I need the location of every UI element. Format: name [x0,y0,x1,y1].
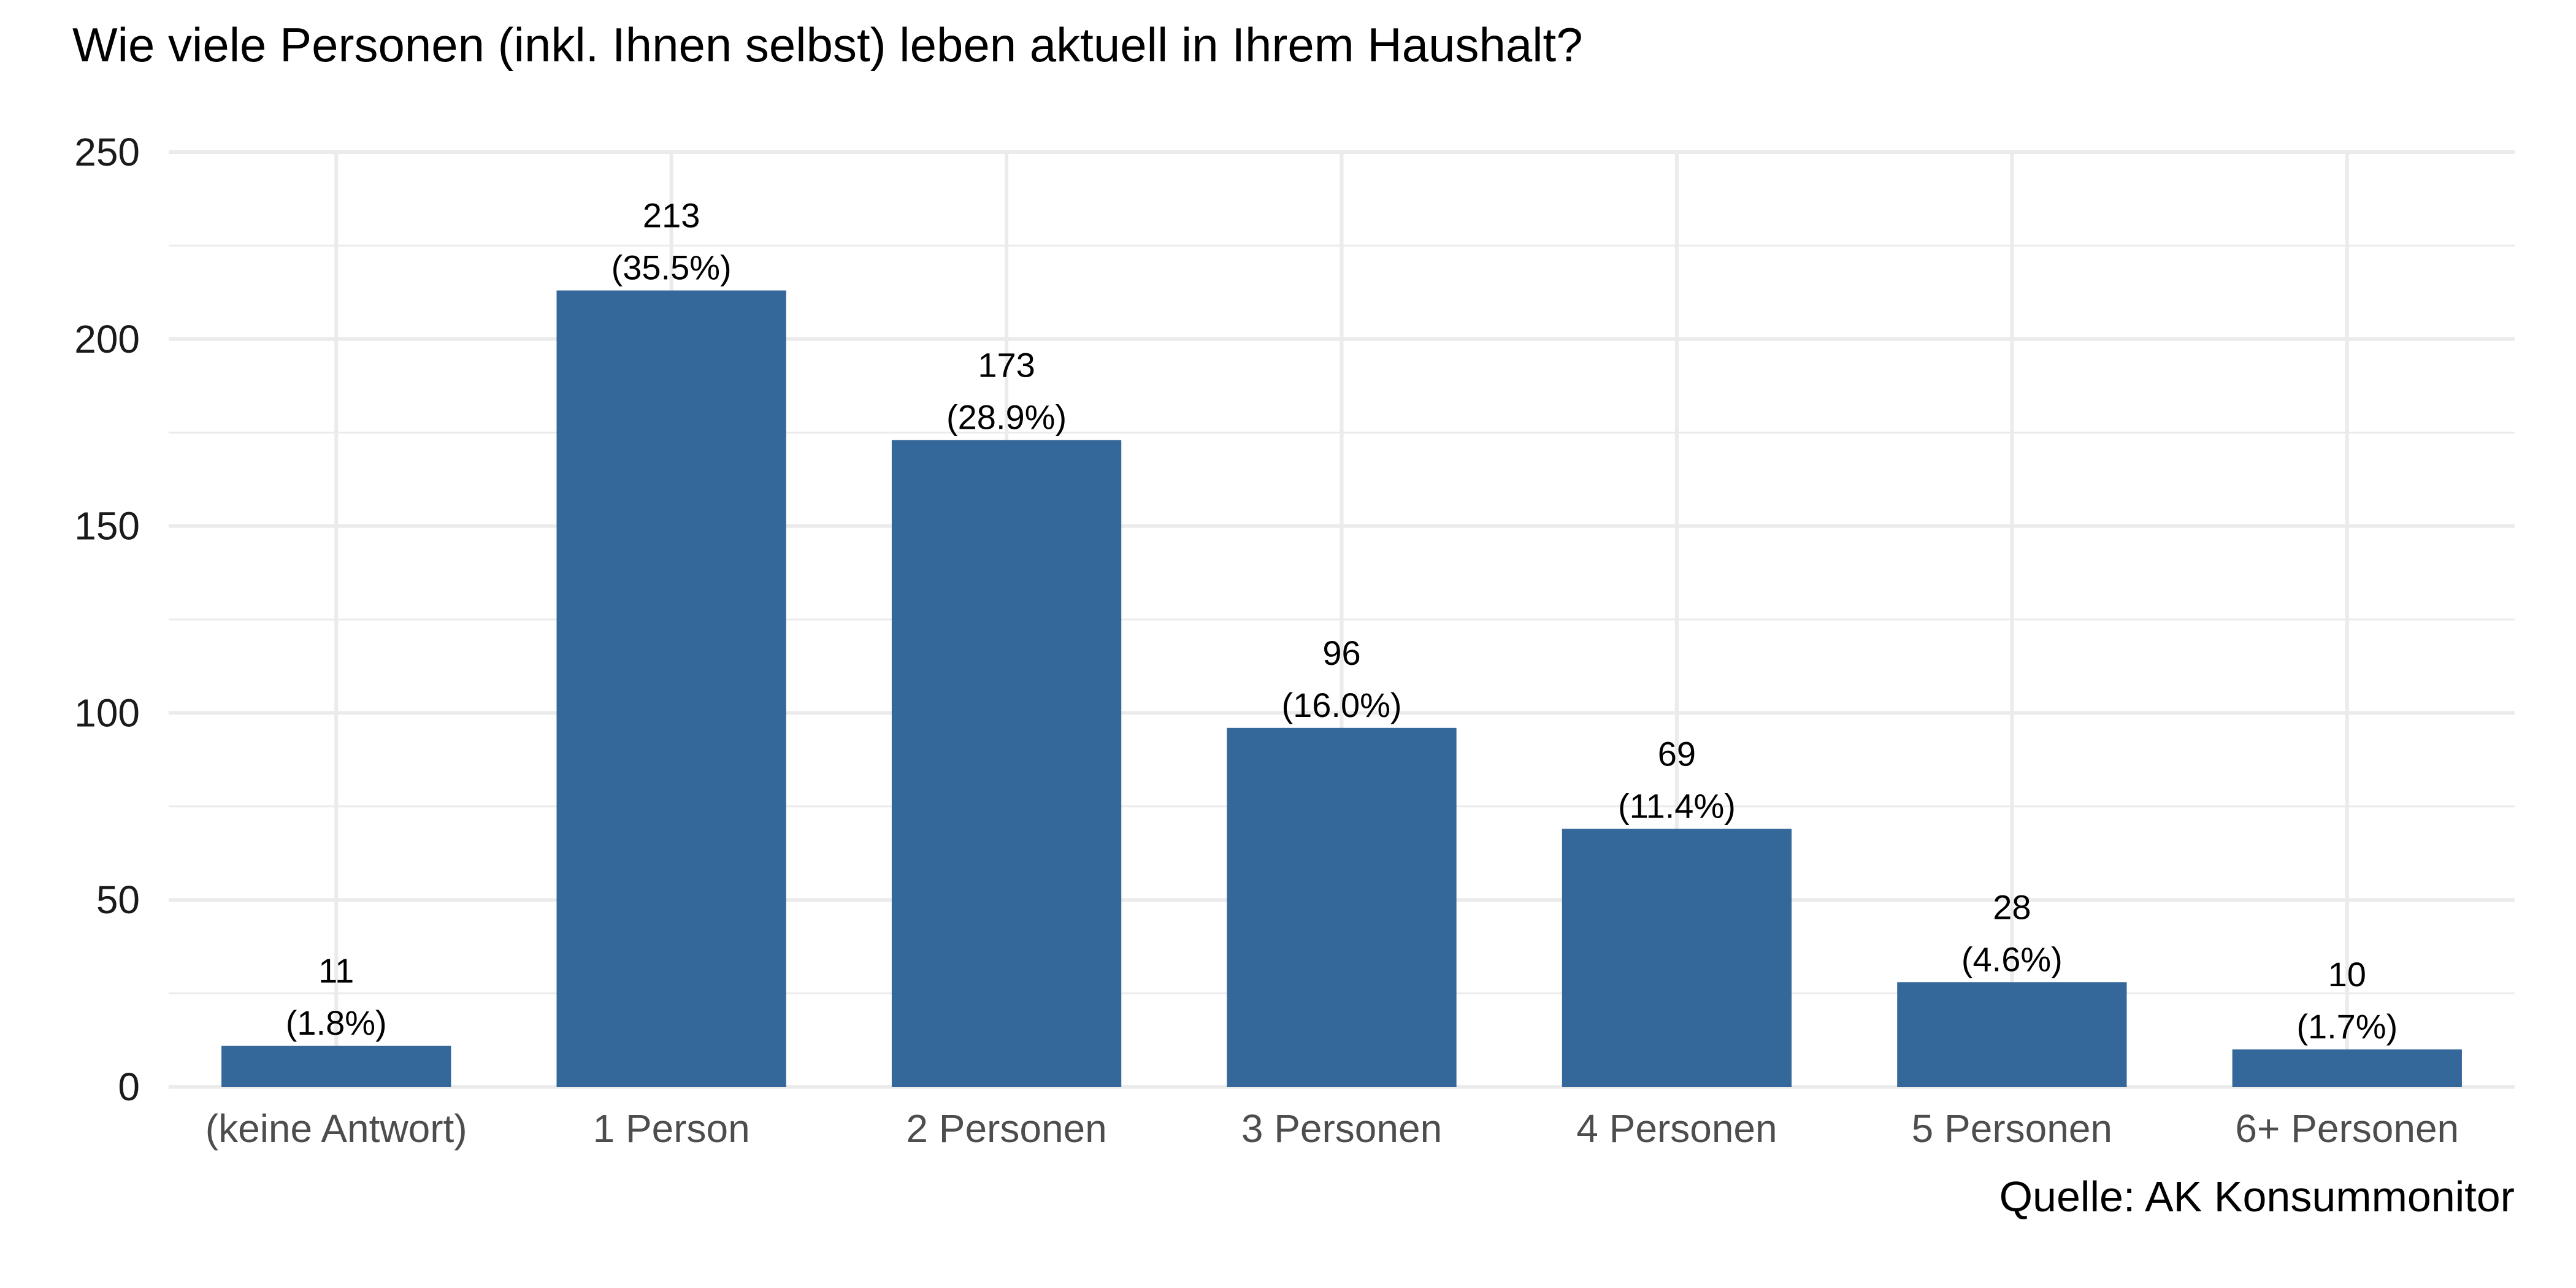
bar-value-label: 69 [1658,734,1696,773]
x-tick-label: (keine Antwort) [205,1106,467,1151]
x-tick-label: 6+ Personen [2235,1106,2459,1151]
y-tick-label: 0 [118,1065,140,1109]
bars [221,290,2462,1087]
x-tick-label: 1 Person [593,1106,750,1151]
x-tick-label: 5 Personen [1912,1106,2112,1151]
bar [891,440,1122,1087]
bar-percent-label: (16.0%) [1281,686,1401,724]
bar-value-label: 213 [643,196,700,235]
bar-percent-label: (1.8%) [286,1003,387,1042]
bar-value-label: 96 [1322,634,1360,672]
x-tick-label: 4 Personen [1576,1106,1777,1151]
bar [556,290,786,1087]
y-axis: 0 50 100 150 200 250 [74,130,140,1109]
bar [2232,1049,2462,1087]
bar [221,1045,451,1087]
y-tick-label: 250 [74,130,140,174]
y-tick-label: 100 [74,691,140,735]
chart-title: Wie viele Personen (inkl. Ihnen selbst) … [72,18,1583,72]
y-tick-label: 200 [74,317,140,361]
chart-caption: Quelle: AK Konsummonitor [1999,1173,2515,1221]
bar [1897,982,2127,1087]
bar-value-label: 28 [1993,887,2031,926]
bar [1227,727,1457,1087]
bar [1562,829,1792,1087]
bar-percent-label: (35.5%) [611,248,732,287]
y-tick-label: 150 [74,504,140,548]
bar-value-label: 173 [978,345,1035,384]
y-tick-label: 50 [96,878,140,922]
x-tick-label: 2 Personen [906,1106,1106,1151]
data-labels: 11 (1.8%) 213 (35.5%) 173 (28.9%) 96 (16.0%) 69 (… [286,196,2398,1046]
x-axis: (keine Antwort) 1 Person 2 Personen 3 Perso… [205,1106,2459,1151]
x-tick-label: 3 Personen [1241,1106,1442,1151]
bar-percent-label: (11.4%) [1618,786,1736,825]
bar-percent-label: (4.6%) [1961,940,2063,978]
bar-value-label: 11 [318,951,354,990]
bar-value-label: 10 [2328,955,2366,994]
bar-percent-label: (1.7%) [2296,1007,2398,1046]
bar-percent-label: (28.9%) [946,397,1067,436]
